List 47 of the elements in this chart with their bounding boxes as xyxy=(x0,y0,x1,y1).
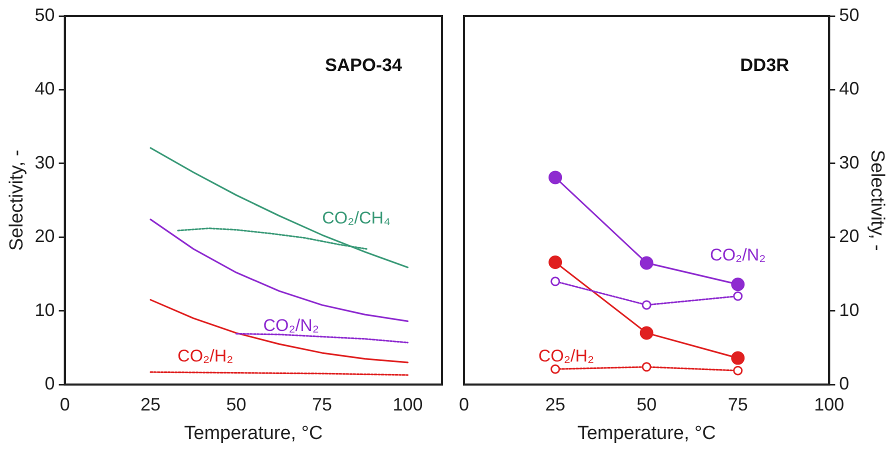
y-axis-title: Selectivity, - xyxy=(6,150,28,251)
x-tick-label: 50 xyxy=(226,394,246,414)
point xyxy=(731,278,745,292)
line-series xyxy=(177,228,368,250)
point xyxy=(550,364,560,374)
point xyxy=(640,256,654,270)
x-axis-title: Temperature, °C xyxy=(577,422,716,444)
y2-tick-label: 50 xyxy=(839,4,860,25)
point xyxy=(642,300,652,310)
y-tick-label: 30 xyxy=(34,152,55,172)
text: CO₂/H₂ xyxy=(538,346,594,366)
x-tick-label: 25 xyxy=(140,394,161,414)
y-tick-label: 20 xyxy=(34,226,55,246)
series-label: CO₂/N₂ xyxy=(710,245,766,264)
series-label: CO₂/H₂ xyxy=(178,346,234,366)
series-label: CO₂/N₂ xyxy=(263,316,319,336)
x-tick-label: 100 xyxy=(814,394,844,414)
y2-tick-label: 10 xyxy=(839,300,860,320)
series-label: CO₂/CH₄ xyxy=(322,208,390,228)
text: SAPO-34 xyxy=(324,54,402,75)
point xyxy=(548,170,562,184)
point xyxy=(731,351,745,365)
y2-tick-label: 30 xyxy=(839,152,860,172)
x-tick-label: 0 xyxy=(60,394,70,414)
x-tick-label: 100 xyxy=(392,394,423,414)
y-tick-label: 50 xyxy=(34,4,55,25)
x-axis-title: Temperature, °C xyxy=(184,422,323,444)
line-series xyxy=(235,332,409,344)
y2-tick-label: 20 xyxy=(839,226,860,246)
y-tick-label: 0 xyxy=(44,374,55,394)
y-tick-label: 40 xyxy=(34,78,55,99)
x-tick-label: 50 xyxy=(636,394,657,414)
x-tick-label: 75 xyxy=(728,394,748,414)
point xyxy=(640,326,654,340)
point xyxy=(548,255,562,269)
y2-tick-label: 0 xyxy=(839,374,850,394)
x-tick-label: 75 xyxy=(312,394,332,414)
point xyxy=(642,362,652,372)
point xyxy=(550,276,560,286)
point xyxy=(733,291,743,301)
text: DD3R xyxy=(740,54,790,75)
y2-tick-label: 40 xyxy=(839,78,860,99)
point xyxy=(733,366,743,376)
y-tick-label: 10 xyxy=(34,300,55,320)
x-tick-label: 0 xyxy=(458,394,470,414)
x-tick-label: 25 xyxy=(545,394,566,414)
y2-axis-title: Selectivity, - xyxy=(866,150,888,251)
